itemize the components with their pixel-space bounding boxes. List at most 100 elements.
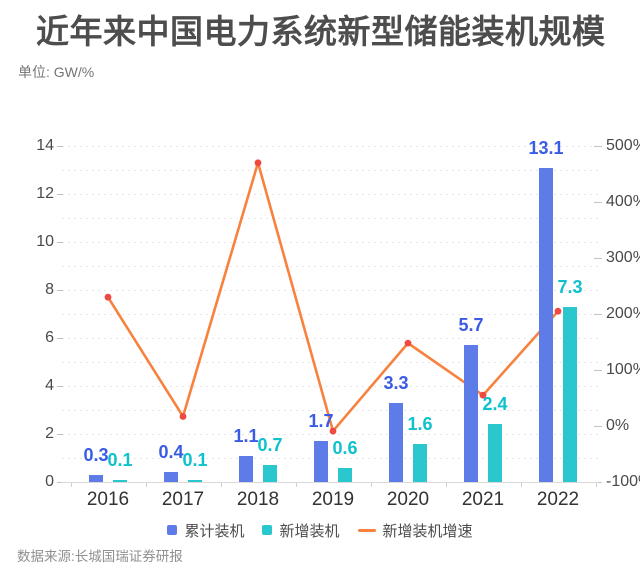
y-axis-tick-mark [57, 146, 63, 147]
y-axis-tick-label: 6 [45, 329, 54, 346]
y-axis-tick-label: 2 [45, 425, 54, 442]
gridline [62, 314, 598, 315]
y-axis-tick-mark [57, 194, 63, 195]
legend: 累计装机 新增装机 新增装机增速 [0, 519, 640, 541]
y2-axis-tick-label: 0% [606, 417, 630, 434]
y2-axis-tick-mark [594, 202, 602, 203]
legend-item-growth[interactable]: 新增装机增速 [357, 520, 473, 541]
bar-cumulative-2020[interactable] [389, 402, 403, 482]
x-axis-tick-mark [595, 483, 597, 487]
y-axis-tick-label: 4 [45, 377, 54, 394]
unit-label: 单位: GW/% [18, 64, 95, 80]
x-axis-label-2017: 2017 [161, 489, 205, 510]
bar-cumulative-2017[interactable] [164, 472, 178, 482]
y-axis-tick-mark [57, 434, 63, 435]
y-axis-tick-mark [57, 338, 63, 339]
y2-axis-tick-mark [594, 426, 602, 427]
bar-cumulative-2022[interactable] [539, 167, 553, 482]
bar-value-label-cumulative-2016: 0.3 [83, 444, 109, 465]
bar-value-label-new-2022: 7.3 [557, 276, 583, 297]
growth-line-series [104, 159, 562, 435]
growth-line-point-2017[interactable] [179, 413, 187, 420]
gridline [62, 410, 598, 411]
y-axis-tick-label: 12 [36, 185, 54, 202]
y2-axis-tick-label: 300% [606, 249, 640, 266]
bar-value-label-cumulative-2017: 0.4 [158, 442, 184, 463]
gridline [62, 290, 598, 291]
gridline [62, 338, 598, 339]
bar-new-2019[interactable] [338, 467, 352, 482]
gridline [62, 362, 598, 363]
gridline [62, 194, 598, 195]
bar-value-label-cumulative-2021: 5.7 [458, 315, 484, 336]
legend-swatch-cumulative-icon [167, 525, 178, 535]
x-axis-tick-mark [370, 483, 372, 487]
growth-line-point-2021[interactable] [479, 391, 487, 399]
y-axis-tick-label: 10 [36, 233, 54, 250]
bar-value-label-new-2021: 2.4 [482, 394, 508, 415]
x-axis-label-2021: 2021 [461, 489, 505, 510]
x-axis-label-2016: 2016 [86, 489, 130, 510]
bar-value-label-new-2018: 0.7 [257, 435, 283, 456]
growth-line-point-2016[interactable] [104, 293, 112, 301]
gridline [62, 458, 598, 459]
gridline [62, 434, 598, 435]
y-axis-tick-label: 0 [45, 473, 54, 490]
bar-value-label-cumulative-2020: 3.3 [383, 372, 409, 393]
x-axis-tick-mark [445, 483, 447, 487]
bar-new-2016[interactable] [113, 479, 127, 482]
y2-axis-tick-label: 400% [606, 193, 640, 210]
growth-line-point-2018[interactable] [254, 159, 262, 167]
gridline [62, 242, 598, 243]
y-axis-tick-mark [57, 290, 63, 291]
bar-new-2022[interactable] [563, 306, 577, 482]
x-axis-label-2022: 2022 [536, 489, 580, 510]
bar-new-2020[interactable] [413, 443, 427, 482]
x-axis-line [62, 482, 598, 483]
bar-value-label-cumulative-2018: 1.1 [233, 425, 259, 446]
growth-line-point-2020[interactable] [404, 339, 412, 347]
bar-value-label-new-2016: 0.1 [107, 449, 133, 470]
gridline [62, 170, 598, 171]
growth-line-point-2022[interactable] [554, 307, 562, 315]
bar-cumulative-2019[interactable] [314, 441, 328, 482]
legend-item-new[interactable]: 新增装机 [262, 520, 340, 541]
y2-axis-tick-mark [594, 146, 602, 147]
y-axis-tick-mark [57, 482, 63, 483]
legend-item-cumulative[interactable]: 累计装机 [167, 520, 244, 541]
bar-new-2018[interactable] [263, 465, 277, 482]
y-axis-tick-mark [57, 386, 63, 387]
y2-axis-tick-label: -100% [606, 473, 640, 490]
bar-value-label-new-2019: 0.6 [332, 437, 358, 458]
combo-chart: 0 2 4 6 8 10 12 14 -100% 0% 100% 200% 300% 400% 500% 0.… [36, 137, 640, 510]
legend-swatch-growth-line-icon [357, 528, 376, 532]
x-axis-label-2018: 2018 [236, 489, 280, 510]
bar-value-label-cumulative-2019: 1.7 [308, 411, 334, 432]
bar-value-label-new-2017: 0.1 [182, 449, 208, 470]
bar-cumulative-2021[interactable] [464, 345, 478, 482]
bar-cumulative-2018[interactable] [239, 455, 253, 482]
chart-title: 近年来中国电力系统新型储能装机规模 [36, 13, 606, 50]
y2-axis-tick-label: 500% [606, 137, 640, 154]
x-axis-tick-mark [220, 483, 222, 487]
bar-cumulative-2016[interactable] [89, 474, 103, 482]
growth-line-point-2019[interactable] [329, 427, 337, 435]
bar-new-2017[interactable] [188, 479, 202, 482]
bar-new-2021[interactable] [488, 424, 502, 482]
growth-line [106, 161, 560, 433]
gridline [62, 218, 598, 219]
x-axis-tick-mark [145, 483, 147, 487]
legend-label-cumulative: 累计装机 [184, 522, 245, 540]
x-axis-tick-mark [520, 483, 522, 487]
x-axis-label-2019: 2019 [311, 489, 355, 510]
legend-label-growth: 新增装机增速 [382, 522, 473, 540]
y2-axis-tick-mark [594, 482, 602, 483]
gridline [62, 386, 598, 387]
y-axis-tick-mark [57, 242, 63, 243]
y2-axis-tick-mark [594, 370, 602, 371]
bar-value-label-cumulative-2022: 13.1 [528, 137, 564, 158]
legend-label-new: 新增装机 [279, 522, 340, 540]
x-axis-label-2020: 2020 [386, 489, 430, 510]
gridline [62, 266, 598, 267]
